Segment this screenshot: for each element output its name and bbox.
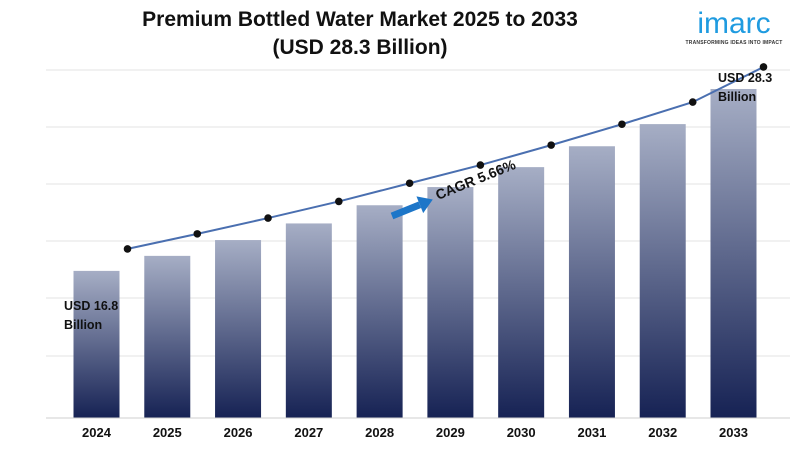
x-tick-label: 2031 — [577, 425, 606, 440]
trend-point-2025 — [193, 230, 202, 238]
x-tick-label: 2029 — [436, 425, 465, 440]
bar-2030 — [498, 167, 545, 418]
x-tick-label: 2033 — [719, 425, 748, 440]
trend-point-2027 — [335, 197, 343, 206]
logo-wordmark: imarc — [697, 7, 771, 40]
bar-2028 — [356, 205, 403, 418]
logo-tagline: TRANSFORMING IDEAS INTO IMPACT — [685, 40, 783, 46]
bar-2033 — [710, 88, 757, 419]
x-tick-label: 2027 — [294, 425, 323, 440]
x-tick-label: 2024 — [82, 425, 112, 440]
title-line-1: Premium Bottled Water Market 2025 to 203… — [142, 8, 578, 31]
start-value-unit: Billion — [64, 318, 102, 332]
start-value-label: USD 16.8 — [64, 299, 118, 313]
trend-point-2024 — [123, 245, 132, 253]
trend-point-2031 — [618, 120, 626, 129]
cagr-arrow-icon — [390, 196, 433, 220]
bar-2029 — [427, 187, 474, 418]
trend-point-2026 — [264, 214, 272, 222]
bar-2026 — [215, 240, 262, 418]
x-tick-label: 2030 — [507, 425, 536, 440]
x-tick-label: 2028 — [365, 425, 394, 440]
bar-2031 — [568, 146, 615, 418]
trend-point-2030 — [547, 141, 555, 149]
imarc-logo: imarc TRANSFORMING IDEAS INTO IMPACT — [684, 8, 784, 47]
trend-point-2032 — [688, 98, 697, 106]
x-tick-label: 2026 — [224, 425, 253, 440]
end-value-label: USD 28.3 — [718, 71, 772, 85]
bar-2027 — [285, 223, 332, 418]
x-axis: 2024 2025 2026 2027 2028 2029 2030 2031 2032 2033 — [46, 417, 790, 440]
bar-2032 — [639, 124, 686, 419]
trend-line — [123, 63, 768, 253]
x-tick-label: 2025 — [153, 425, 182, 440]
trend-point-2033 — [759, 63, 768, 71]
x-tick-label: 2032 — [648, 425, 677, 440]
title-line-2: (USD 28.3 Billion) — [272, 36, 448, 59]
trend-point-2028 — [405, 179, 414, 188]
bar-2024 — [73, 270, 120, 418]
bar-2025 — [144, 255, 191, 418]
trend-line-path — [127, 66, 764, 250]
bars — [73, 88, 757, 419]
end-value-unit: Billion — [718, 90, 756, 104]
trend-point-2029 — [476, 161, 485, 169]
chart-title: Premium Bottled Water Market 2025 to 203… — [0, 6, 720, 62]
